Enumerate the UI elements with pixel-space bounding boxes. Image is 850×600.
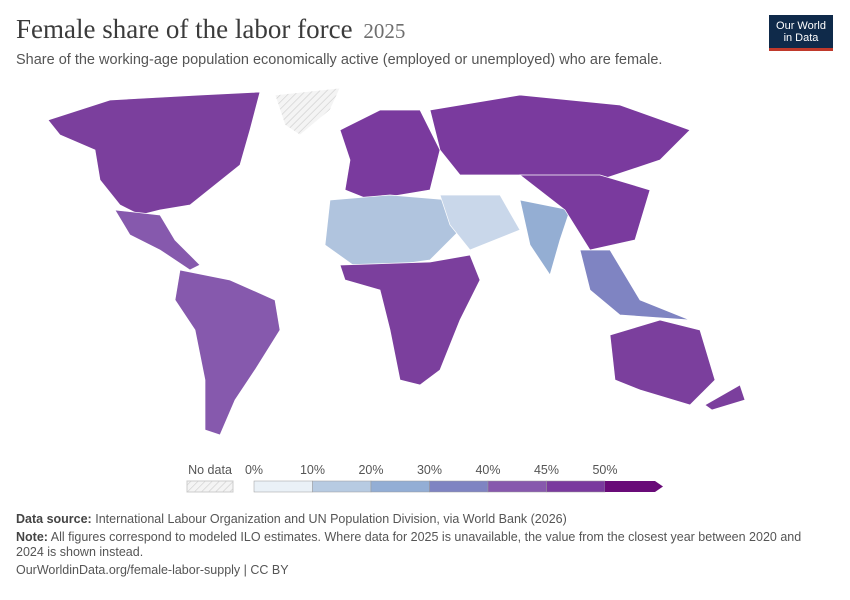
subtitle: Share of the working-age population econ… bbox=[16, 52, 663, 68]
map: No data 0% 10% 20% 30% 40% 45% 50% bbox=[47, 87, 746, 493]
legend-swatch bbox=[370, 480, 430, 493]
note-label: Note: bbox=[16, 530, 48, 544]
legend-label: No data bbox=[188, 463, 232, 477]
logo[interactable]: Our World in Data bbox=[769, 15, 833, 51]
southeast-asia[interactable] bbox=[579, 249, 691, 321]
logo-line: Our World bbox=[776, 20, 826, 32]
legend-label: 20% bbox=[358, 463, 383, 477]
legend-swatch bbox=[312, 480, 372, 493]
note-text: All figures correspond to modeled ILO es… bbox=[16, 530, 802, 559]
legend-label: 50% bbox=[592, 463, 617, 477]
legend-label: 10% bbox=[300, 463, 325, 477]
north-asia[interactable] bbox=[429, 94, 691, 181]
year: 2025 bbox=[363, 19, 406, 43]
url[interactable]: OurWorldinData.org/female-labor-supply |… bbox=[16, 563, 289, 577]
australia[interactable] bbox=[609, 319, 716, 406]
new-zealand[interactable] bbox=[704, 384, 746, 411]
europe[interactable] bbox=[339, 109, 441, 201]
north-africa[interactable] bbox=[324, 194, 461, 271]
source-label: Data source: bbox=[16, 512, 92, 526]
title: Female share of the labor force 2025 bbox=[16, 14, 405, 45]
countries bbox=[47, 87, 746, 436]
source: Data source: International Labour Organi… bbox=[16, 512, 831, 527]
east-asia[interactable] bbox=[518, 174, 651, 251]
legend-label: 30% bbox=[417, 463, 442, 477]
legend-swatch bbox=[546, 480, 606, 493]
legend-swatch bbox=[487, 480, 547, 493]
north-america[interactable] bbox=[47, 91, 261, 216]
source-text: International Labour Organization and UN… bbox=[95, 512, 567, 526]
no-data-swatch bbox=[186, 480, 234, 493]
legend-swatch bbox=[429, 480, 489, 493]
south-america[interactable] bbox=[174, 269, 281, 436]
legend-swatch bbox=[253, 480, 313, 493]
footer: Data source: International Labour Organi… bbox=[16, 512, 831, 581]
legend-label: 45% bbox=[534, 463, 559, 477]
title-text: Female share of the labor force bbox=[16, 14, 353, 44]
south-asia[interactable] bbox=[519, 199, 571, 276]
greenland[interactable] bbox=[274, 87, 341, 136]
legend-swatch bbox=[605, 481, 663, 492]
legend: No data 0% 10% 20% 30% 40% 45% 50% bbox=[186, 463, 663, 493]
middle-east[interactable] bbox=[439, 194, 521, 251]
central-america[interactable] bbox=[114, 209, 201, 271]
sub-saharan-africa[interactable] bbox=[339, 254, 481, 386]
legend-label: 40% bbox=[475, 463, 500, 477]
note: Note: All figures correspond to modeled … bbox=[16, 530, 831, 560]
legend-label: 0% bbox=[245, 463, 263, 477]
logo-line: in Data bbox=[783, 32, 819, 44]
